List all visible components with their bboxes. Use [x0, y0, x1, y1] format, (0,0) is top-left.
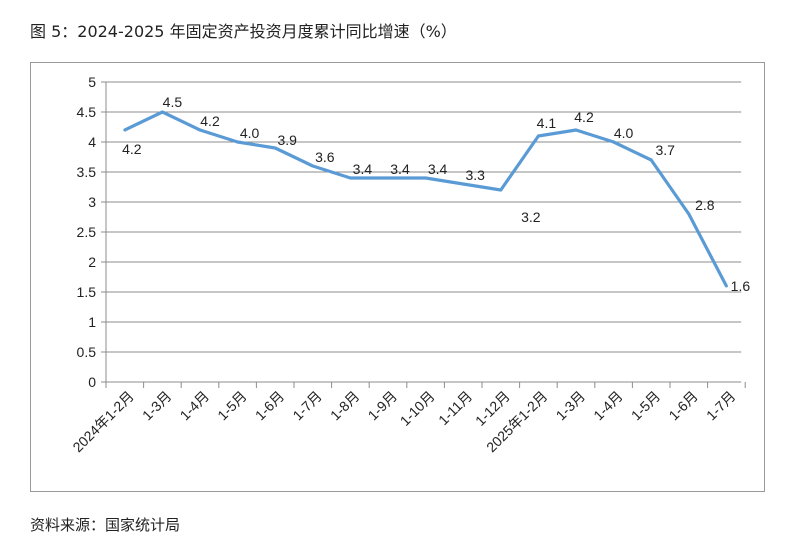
- data-point: [724, 284, 728, 288]
- data-point: [461, 182, 465, 186]
- data-label: 3.4: [390, 161, 410, 177]
- y-tick-label: 1.5: [77, 284, 97, 300]
- y-tick-label: 2.5: [77, 224, 97, 240]
- x-tick-label: 1-5月: [214, 388, 250, 424]
- series-line: [124, 110, 728, 287]
- data-point: [160, 110, 164, 114]
- data-point: [348, 176, 352, 180]
- data-point: [612, 140, 616, 144]
- data-point: [574, 128, 578, 132]
- x-tick-label: 1-7月: [703, 388, 739, 424]
- data-point: [236, 140, 240, 144]
- data-label: 3.7: [655, 142, 675, 158]
- x-tick-label: 1-7月: [289, 388, 325, 424]
- data-point: [649, 158, 653, 162]
- y-tick-label: 2: [88, 254, 96, 270]
- y-tick-label: 3.5: [77, 164, 97, 180]
- data-label: 4.2: [200, 113, 220, 129]
- x-tick-label: 1-9月: [365, 388, 401, 424]
- x-tick-label: 1-11月: [435, 388, 475, 428]
- y-tick-label: 3: [88, 194, 96, 210]
- data-label: 3.4: [353, 161, 373, 177]
- y-tick-label: 0: [88, 374, 96, 390]
- y-tick-label: 4: [88, 134, 96, 150]
- data-label: 4.5: [163, 94, 183, 110]
- data-point: [311, 164, 315, 168]
- data-label: 3.2: [521, 209, 541, 225]
- data-point: [424, 176, 428, 180]
- y-tick-label: 4.5: [77, 104, 97, 120]
- data-point: [123, 128, 127, 132]
- x-tick-label: 1-5月: [628, 388, 664, 424]
- data-label: 3.9: [277, 132, 297, 148]
- data-label: 4.2: [122, 141, 142, 157]
- data-point: [386, 176, 390, 180]
- y-tick-label: 1: [88, 314, 96, 330]
- x-tick-label: 1-4月: [177, 388, 213, 424]
- x-tick-label: 1-6月: [252, 388, 288, 424]
- chart-frame: [30, 62, 765, 492]
- source-note: 资料来源：国家统计局: [30, 516, 181, 534]
- x-tick-label: 1-3月: [139, 388, 175, 424]
- x-tick-label: 1-10月: [397, 388, 438, 429]
- data-label: 2.8: [695, 197, 715, 213]
- y-tick-label: 5: [88, 74, 96, 90]
- y-tick-label: 0.5: [77, 344, 97, 360]
- chart-title: 图 5：2024-2025 年固定资产投资月度累计同比增速（%）: [30, 22, 457, 41]
- x-tick-label: 1-8月: [327, 388, 363, 424]
- data-label: 3.4: [428, 161, 448, 177]
- data-label: 3.3: [465, 167, 485, 183]
- data-label: 1.6: [731, 278, 751, 294]
- x-tick-label: 2024年1-2月: [69, 388, 136, 455]
- data-point: [499, 188, 503, 192]
- x-tick-label: 1-6月: [665, 388, 701, 424]
- x-tick-label: 1-4月: [590, 388, 626, 424]
- data-label: 3.6: [315, 149, 335, 165]
- data-label: 4.0: [240, 125, 260, 141]
- data-point: [198, 128, 202, 132]
- data-label: 4.2: [574, 109, 594, 125]
- x-tick-label: 1-3月: [553, 388, 589, 424]
- data-point: [536, 134, 540, 138]
- data-point: [687, 212, 691, 216]
- data-label: 4.0: [614, 125, 634, 141]
- data-point: [273, 146, 277, 150]
- data-label: 4.1: [537, 115, 557, 131]
